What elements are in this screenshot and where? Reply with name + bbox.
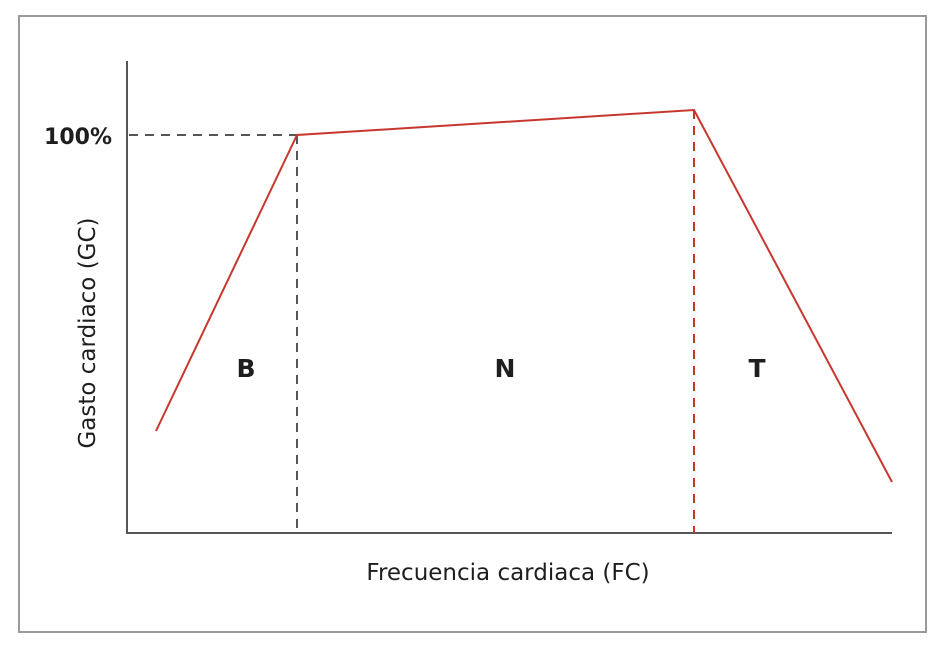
region-label-t: T <box>748 354 765 383</box>
cardiac-output-curve <box>155 108 893 483</box>
y-axis-label: Gasto cardiaco (GC) <box>75 217 101 448</box>
region-label-n: N <box>495 354 516 383</box>
region-label-b: B <box>236 354 255 383</box>
y-tick-100-percent: 100% <box>44 125 112 150</box>
x-axis-label: Frecuencia cardiaca (FC) <box>366 560 649 586</box>
chart-frame <box>18 15 927 633</box>
